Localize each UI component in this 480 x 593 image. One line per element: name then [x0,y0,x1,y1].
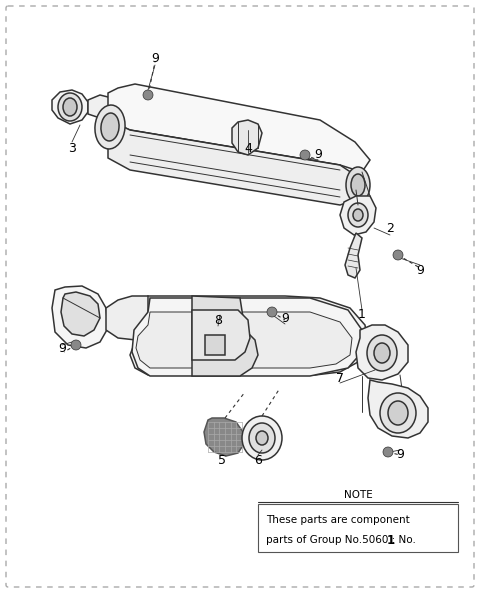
Circle shape [300,150,310,160]
Text: 1: 1 [387,534,395,547]
Text: 2: 2 [386,222,394,234]
Circle shape [383,447,393,457]
Polygon shape [108,84,370,172]
Text: parts of Group No.5060 : No.: parts of Group No.5060 : No. [266,535,416,545]
Text: 9: 9 [396,448,404,461]
Text: NOTE: NOTE [344,490,372,500]
Ellipse shape [95,105,125,149]
Text: 9: 9 [416,263,424,276]
Text: 7: 7 [336,371,344,384]
Ellipse shape [101,113,119,141]
Polygon shape [192,296,258,376]
Text: 5: 5 [218,454,226,467]
Circle shape [267,307,277,317]
Text: 3: 3 [68,142,76,155]
Polygon shape [130,296,368,375]
Polygon shape [340,196,376,235]
Text: These parts are component: These parts are component [266,515,410,525]
Ellipse shape [249,423,275,453]
Ellipse shape [346,167,370,203]
Ellipse shape [388,401,408,425]
Polygon shape [88,95,118,118]
Ellipse shape [374,343,390,363]
Text: 4: 4 [244,142,252,155]
Polygon shape [52,90,88,124]
Polygon shape [61,292,100,336]
Circle shape [71,340,81,350]
Polygon shape [132,298,362,376]
Circle shape [393,250,403,260]
Polygon shape [108,120,360,205]
Text: 9: 9 [58,342,66,355]
Polygon shape [52,286,108,348]
Ellipse shape [353,209,363,221]
Ellipse shape [242,416,282,460]
Polygon shape [136,312,352,368]
Polygon shape [368,380,428,438]
Ellipse shape [58,93,82,121]
Polygon shape [205,335,225,355]
Ellipse shape [348,203,368,227]
Polygon shape [345,233,362,278]
FancyBboxPatch shape [258,504,458,552]
Text: 9: 9 [281,311,289,324]
Text: 8: 8 [214,314,222,327]
Circle shape [143,90,153,100]
Text: 9: 9 [314,148,322,161]
Polygon shape [232,120,262,155]
Polygon shape [204,418,244,456]
Polygon shape [356,325,408,380]
Ellipse shape [63,98,77,116]
Polygon shape [106,296,160,340]
Text: 6: 6 [254,454,262,467]
Ellipse shape [256,431,268,445]
Text: 9: 9 [151,52,159,65]
Ellipse shape [367,335,397,371]
Text: 1: 1 [358,308,366,321]
Polygon shape [192,310,250,360]
Ellipse shape [380,393,416,433]
Ellipse shape [351,174,365,196]
